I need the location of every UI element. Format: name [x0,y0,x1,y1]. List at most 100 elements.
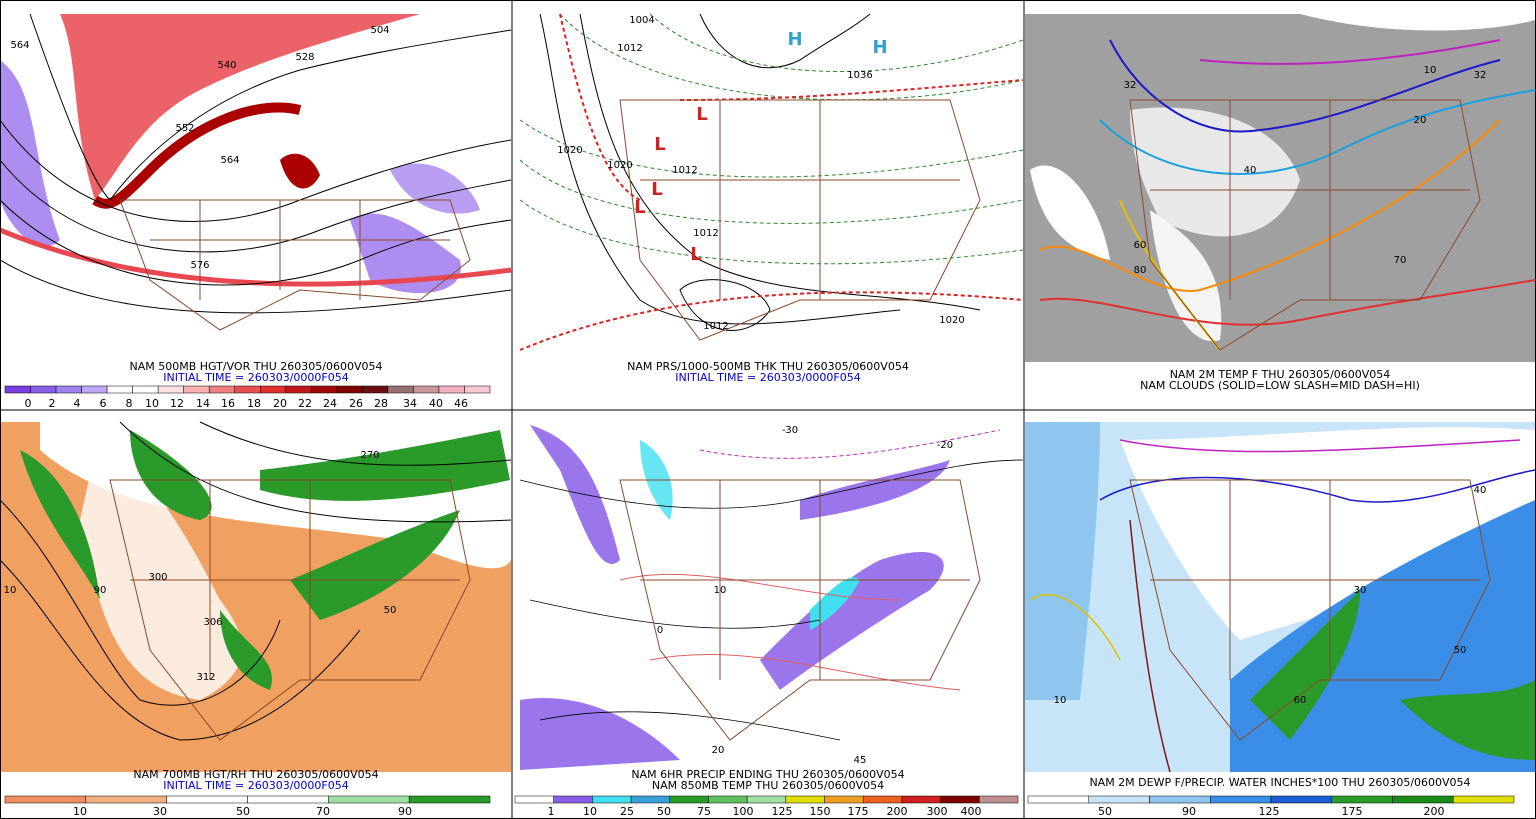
colorbar-label: 50 [1098,805,1112,818]
colorbar-segment [132,385,159,394]
colorbar-label: 125 [1259,805,1280,818]
colorbar-label: 200 [1424,805,1445,818]
map-dewpoint [1025,422,1536,773]
colorbar-segment [413,385,440,394]
colorbar-label: 6 [100,397,107,410]
colorbar-segment [328,795,410,804]
colorbar-label: 10 [73,805,87,818]
colorbar-label: 10 [145,397,159,410]
colorbar-segment [157,385,184,394]
colorbar-segment [1210,795,1272,804]
map-label: 50 [384,605,397,616]
colorbar-segment [824,795,864,804]
map-label: L [690,244,701,265]
map-label: 1020 [557,145,582,156]
caption: NAM PRS/1000-500MB THK THU 260305/0600V0… [627,360,909,373]
map-label: 45 [854,755,867,766]
map-label: 270 [360,450,379,461]
map-label: 40 [1474,485,1487,496]
colorbar-segment [1088,795,1150,804]
colorbar-segment [553,795,593,804]
map-label: 20 [1414,115,1427,126]
colorbar-label: 22 [298,397,312,410]
colorbar-label: 90 [1182,805,1196,818]
caption: NAM 500MB HGT/VOR THU 260305/0600V054 [130,360,383,373]
map-label: 90 [94,585,107,596]
map-label: H [787,29,802,50]
map-label: 10 [714,585,727,596]
colorbar-label: 28 [374,397,388,410]
map-label: H [872,37,887,58]
colorbar-label: 40 [429,397,443,410]
colorbar-segment [464,385,491,394]
caption: NAM CLOUDS (SOLID=LOW SLASH=MID DASH=HI) [1140,379,1420,392]
colorbar-segment [81,385,108,394]
colorbar-label: 175 [1342,805,1363,818]
colorbar-label: 90 [398,805,412,818]
map-500mb [0,13,512,345]
colorbar-segment [592,795,632,804]
map-label: 540 [217,60,236,71]
colorbar-segment [901,795,941,804]
colorbar-segment [514,795,554,804]
map-label: 300 [148,572,167,583]
colorbar-segment [940,795,980,804]
map-label: 576 [190,260,209,271]
colorbar-segment [1331,795,1393,804]
map-label: 1020 [607,160,632,171]
colorbar-label: 2 [49,397,56,410]
colorbar-segment [630,795,671,804]
colorbar-segment [862,795,903,804]
map-label: 306 [203,617,222,628]
colorbar-label: 46 [454,397,468,410]
colorbar-label: 100 [733,805,754,818]
map-label: L [654,134,665,155]
colorbar-label: 26 [349,397,363,410]
caption: NAM 2M DEWP F/PRECIP. WATER INCHES*100 T… [1089,776,1470,789]
map-label: 32 [1474,70,1487,81]
colorbar-segment [311,385,338,394]
map-label: 60 [1294,695,1307,706]
colorbar-label: 175 [848,805,869,818]
map-label: 1036 [847,70,872,81]
map-label: L [651,179,662,200]
colorbar-segment [166,795,248,804]
map-label: 10 [1424,65,1437,76]
colorbar-label: 50 [236,805,250,818]
map-label: 1012 [703,321,728,332]
colorbar-label: 16 [221,397,235,410]
colorbar-label: 75 [697,805,711,818]
map-precip [513,422,1024,772]
colorbar-segment [85,795,167,804]
map-label: 564 [10,40,29,51]
colorbar-segment [1149,795,1211,804]
map-label: 1012 [672,165,697,176]
map-label: 1012 [693,228,718,239]
colorbar-segment [336,385,363,394]
colorbar-segment [1270,795,1332,804]
colorbar-segment [234,385,261,394]
caption: NAM 850MB TEMP THU 260305/0600V054 [652,779,884,792]
colorbar-segment [746,795,787,804]
colorbar-segment [669,795,709,804]
colorbar-segment [106,385,133,394]
colorbar-label: 400 [961,805,982,818]
colorbar-segment [260,385,287,394]
colorbar-label: 30 [153,805,167,818]
caption: NAM 700MB HGT/RH THU 260305/0600V054 [133,768,378,781]
map-label: -20 [937,440,953,451]
map-label: 552 [175,123,194,134]
map-label: 0 [657,625,663,636]
map-label: 20 [712,745,725,756]
map-label: 528 [295,52,314,63]
colorbar-segment [247,795,329,804]
colorbar-label: 150 [810,805,831,818]
colorbar-segment [208,385,235,394]
map-label: 1012 [617,43,642,54]
colorbar-label: 125 [772,805,793,818]
colorbar-label: 200 [887,805,908,818]
colorbar-label: 14 [196,397,210,410]
colorbar-label: 12 [170,397,184,410]
colorbar-label: 50 [657,805,671,818]
colorbar-label: 0 [25,397,32,410]
